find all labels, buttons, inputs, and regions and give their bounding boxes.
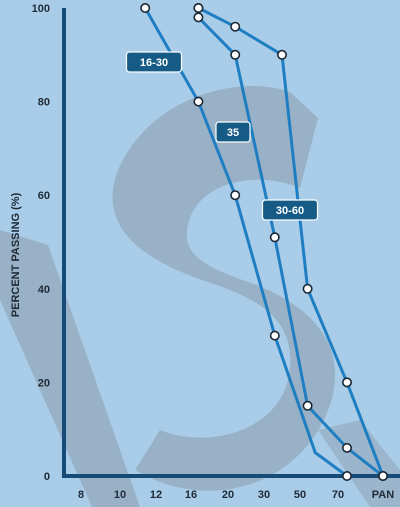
x-tick-20: 20 <box>222 489 234 501</box>
y-tick-0: 0 <box>44 471 50 483</box>
x-tick-8: 8 <box>78 489 84 501</box>
series-label-30-60: 30-60 <box>261 199 319 221</box>
x-tick-30: 30 <box>258 489 270 501</box>
series-label-text-16-30: 16-30 <box>140 57 168 69</box>
x-tick-pan: PAN <box>372 489 394 501</box>
y-tick-40: 40 <box>38 284 50 296</box>
point-16-30-2 <box>230 190 241 201</box>
watermark-stroke-left <box>0 230 140 507</box>
x-tick-50: 50 <box>294 489 306 501</box>
series-labels: 16-30 35 30-60 <box>125 51 319 221</box>
point-35-5 <box>341 442 352 453</box>
point-16-30-3 <box>269 330 280 341</box>
point-30-60-2 <box>276 49 287 60</box>
y-tick-100: 100 <box>32 3 50 15</box>
tick-labels: 8 10 12 16 20 30 50 70 PAN 0 20 40 60 80 100 <box>32 3 395 501</box>
axis-frame <box>62 8 400 478</box>
plot-frame <box>62 8 400 478</box>
point-35-1 <box>193 12 204 23</box>
point-30-60-1 <box>230 21 241 32</box>
series-line-16-30 <box>143 7 348 478</box>
x-tick-16: 16 <box>185 489 197 501</box>
series-label-35: 35 <box>215 121 251 143</box>
point-16-30-5 <box>341 470 352 481</box>
watermark-glyph-s <box>112 86 336 491</box>
y-axis-label: PERCENT PASSING (%) <box>10 192 22 317</box>
point-16-30-0 <box>140 3 151 13</box>
x-tick-12: 12 <box>150 489 162 501</box>
point-30-60-5 <box>377 470 388 481</box>
series-label-text-35: 35 <box>227 127 239 139</box>
point-30-60-0 <box>193 3 204 13</box>
point-16-30-1 <box>193 96 204 107</box>
x-tick-10: 10 <box>114 489 126 501</box>
point-35-4 <box>302 400 313 411</box>
series-label-text-30-60: 30-60 <box>276 205 304 217</box>
series-line-30-60 <box>197 6 385 477</box>
series-layer <box>140 3 388 481</box>
point-30-60-4 <box>341 377 352 388</box>
point-30-60-3 <box>302 283 313 294</box>
point-35-3 <box>269 232 280 243</box>
x-tick-70: 70 <box>332 489 344 501</box>
y-tick-60: 60 <box>38 190 50 202</box>
point-35-2 <box>230 49 241 60</box>
series-label-16-30: 16-30 <box>125 51 183 73</box>
watermark <box>0 86 400 507</box>
y-tick-80: 80 <box>38 97 50 109</box>
y-tick-20: 20 <box>38 377 50 389</box>
watermark-stroke-right <box>318 420 400 507</box>
